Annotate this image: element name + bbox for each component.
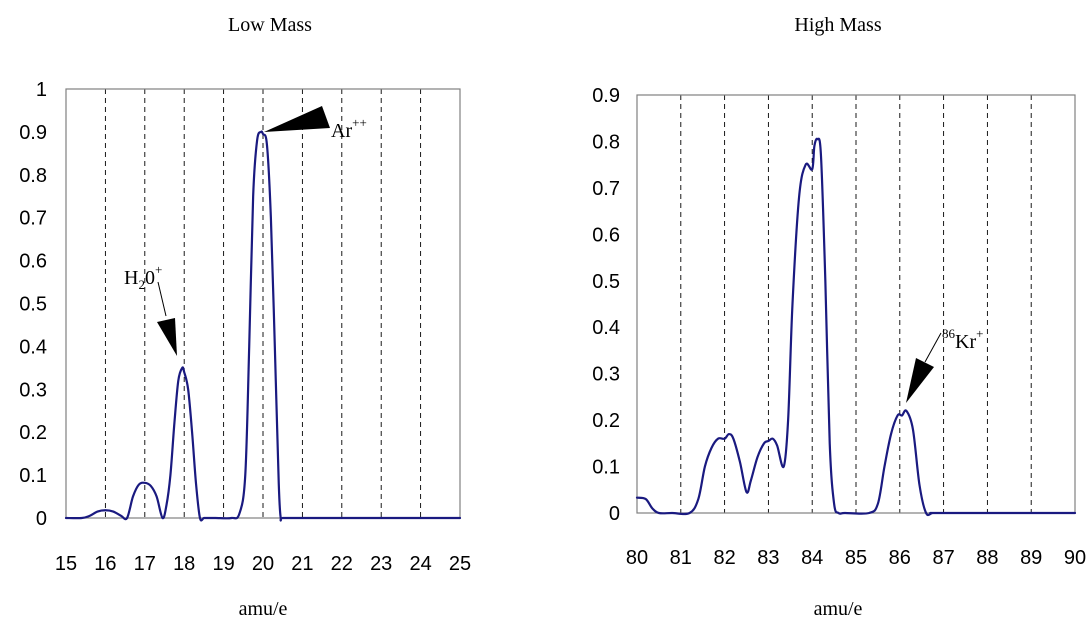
- grid: [104, 89, 422, 518]
- y-tick-label: 0.8: [19, 165, 47, 187]
- y-tick-label: 0: [609, 503, 620, 525]
- series-line: [635, 137, 1077, 517]
- annotation-h2o: H20+: [124, 262, 177, 356]
- x-tick-label: 22: [331, 553, 353, 575]
- x-tick-label: 25: [449, 553, 471, 575]
- chart-low-mass: Low Mass 0 0.1 0.2 0.3 0.4 0.5 0.6 0.7 0.8 0.9 1 1…: [19, 14, 471, 620]
- annotation-ar: Ar++: [264, 106, 367, 142]
- annotation-arrow-line: [924, 332, 942, 363]
- y-tick-label: 0.6: [592, 224, 620, 246]
- series: [64, 130, 462, 522]
- grid: [680, 95, 1032, 513]
- x-tick-label: 86: [889, 547, 911, 569]
- y-tick-label: 0.7: [19, 208, 47, 230]
- annotation-label: 86Kr+: [942, 326, 983, 353]
- x-tick-label: 21: [291, 553, 313, 575]
- y-tick-labels: 0 0.1 0.2 0.3 0.4 0.5 0.6 0.7 0.8 0.9: [592, 85, 620, 525]
- annotation-arrow-line: [157, 281, 167, 317]
- annotation-kr: 86Kr+: [906, 326, 983, 403]
- y-tick-label: 0.6: [19, 251, 47, 273]
- x-tick-label: 20: [252, 553, 274, 575]
- x-tick-label: 15: [55, 553, 77, 575]
- x-tick-label: 85: [845, 547, 867, 569]
- chart-high-mass: High Mass 0 0.1 0.2 0.3 0.4 0.5 0.6 0.7 0.8 0.9 8…: [592, 14, 1086, 620]
- annotation-arrowhead: [906, 358, 934, 403]
- x-tick-label: 88: [976, 547, 998, 569]
- x-axis-label: amu/e: [239, 598, 288, 620]
- annotation-sub: 2: [138, 277, 145, 292]
- annotation-label: Ar++: [331, 115, 367, 142]
- annotation-text: H: [124, 267, 138, 289]
- y-tick-label: 0.2: [19, 422, 47, 444]
- y-tick-label: 0.7: [592, 178, 620, 200]
- y-tick-label: 1: [36, 79, 47, 101]
- y-tick-label: 0.5: [19, 294, 47, 316]
- annotation-text-2: 0: [145, 267, 155, 289]
- x-tick-labels: 80 81 82 83 84 85 86 87 88 89 90: [626, 547, 1086, 569]
- x-tick-label: 18: [173, 553, 195, 575]
- series-line: [64, 130, 462, 522]
- annotation-text: Ar: [331, 120, 352, 142]
- x-tick-label: 89: [1020, 547, 1042, 569]
- plot-frame: [65, 88, 461, 519]
- annotation-sup: +: [155, 262, 162, 277]
- x-tick-label: 82: [713, 547, 735, 569]
- annotation-sup: ++: [352, 115, 367, 130]
- x-tick-labels: 15 16 17 18 19 20 21 22 23 24 25: [55, 553, 471, 575]
- x-tick-label: 83: [757, 547, 779, 569]
- x-tick-label: 16: [94, 553, 116, 575]
- x-tick-label: 19: [212, 553, 234, 575]
- annotation-label: H20+: [124, 262, 162, 292]
- annotation-sup: +: [976, 326, 983, 341]
- annotation-text: Kr: [955, 331, 976, 353]
- y-tick-label: 0.9: [592, 85, 620, 107]
- chart-title: Low Mass: [228, 14, 312, 36]
- series: [635, 137, 1077, 517]
- y-tick-label: 0.2: [592, 410, 620, 432]
- annotation-presup: 86: [942, 326, 956, 341]
- y-tick-labels: 0 0.1 0.2 0.3 0.4 0.5 0.6 0.7 0.8 0.9 1: [19, 79, 47, 530]
- y-tick-label: 0.5: [592, 271, 620, 293]
- x-tick-label: 90: [1064, 547, 1086, 569]
- x-tick-label: 23: [370, 553, 392, 575]
- x-axis-label: amu/e: [814, 598, 863, 620]
- y-tick-label: 0.4: [19, 336, 47, 358]
- chart-title: High Mass: [794, 14, 881, 36]
- annotation-arrowhead: [264, 106, 330, 132]
- x-tick-label: 81: [670, 547, 692, 569]
- y-tick-label: 0.1: [592, 457, 620, 479]
- x-tick-label: 80: [626, 547, 648, 569]
- y-tick-label: 0.1: [19, 465, 47, 487]
- annotation-arrowhead: [157, 318, 177, 356]
- y-tick-label: 0: [36, 508, 47, 530]
- x-tick-label: 24: [409, 553, 431, 575]
- x-tick-label: 87: [932, 547, 954, 569]
- x-tick-label: 84: [801, 547, 823, 569]
- y-tick-label: 0.8: [592, 131, 620, 153]
- y-tick-label: 0.9: [19, 122, 47, 144]
- y-tick-label: 0.3: [592, 364, 620, 386]
- y-tick-label: 0.3: [19, 379, 47, 401]
- y-tick-label: 0.4: [592, 317, 620, 339]
- x-tick-label: 17: [134, 553, 156, 575]
